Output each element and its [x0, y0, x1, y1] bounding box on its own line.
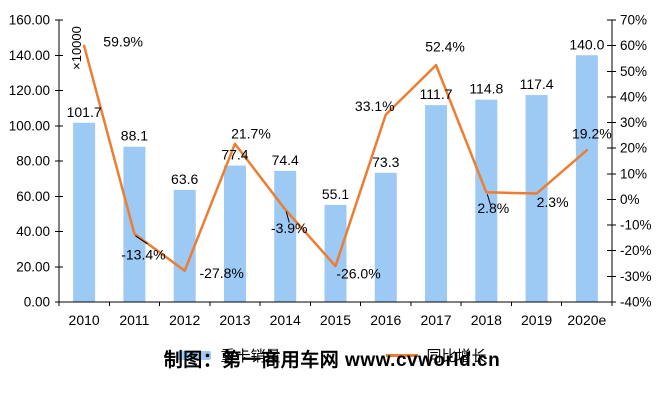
growth-line	[82, 44, 589, 272]
left-axis-tick-label: 0.00	[24, 295, 50, 310]
left-axis-tick-label: 20.00	[16, 259, 50, 274]
legend-label-sales: 重卡销量	[220, 348, 281, 365]
line-value-label: 21.7%	[231, 125, 271, 141]
x-axis-label: 2012	[169, 312, 200, 328]
bar-value-label: 117.4	[520, 76, 554, 92]
bar-2018	[475, 99, 498, 302]
right-axis-tick-label: 10%	[620, 166, 647, 181]
chart-legend: 重卡销量 同比增长	[0, 345, 664, 366]
right-axis-tick-label: 20%	[620, 141, 647, 156]
left-axis-tick-label: 80.00	[16, 154, 50, 169]
line-value-label: 19.2%	[572, 126, 612, 142]
line-value-label: 59.9%	[103, 33, 143, 49]
bar-value-label: 140.0	[569, 36, 604, 52]
bar-2015	[324, 204, 347, 302]
right-axis-tick-label: 30%	[620, 115, 647, 130]
bar-value-label: 101.7	[67, 104, 102, 120]
credit-line: 制图：第一商用车网 www.cvworld.cn	[163, 350, 501, 371]
bar-value-label: 73.3	[372, 154, 399, 170]
x-axis-label: 2017	[420, 312, 451, 328]
bar-2011	[123, 146, 146, 302]
bar-swatch-icon	[177, 351, 212, 360]
line-value-label: 33.1%	[355, 98, 395, 114]
bar-2014	[274, 170, 297, 302]
line-value-label: 2.8%	[477, 200, 509, 216]
left-axis-tick-label: 160.00	[9, 13, 50, 28]
x-axis-label: 2019	[521, 312, 552, 328]
left-axis-tick-label: 100.00	[9, 118, 50, 133]
bar-value-label: 55.1	[322, 186, 349, 202]
x-axis-label: 2011	[119, 312, 149, 328]
x-axis-label: 2014	[270, 312, 301, 328]
right-axis-tick-label: -20%	[620, 243, 652, 258]
legend-item-sales: 重卡销量	[177, 345, 281, 366]
left-axis-tick-label: 40.00	[16, 224, 50, 239]
chart-svg: 0.00 20.00 40.00 60.00 80.00 100.00 120.00 140.…	[9, 13, 652, 329]
legend-item-growth: 同比增长	[385, 345, 487, 366]
right-axis-tick-label: 70%	[620, 13, 647, 28]
line-swatch-icon	[385, 354, 418, 357]
bar-2020e	[575, 55, 598, 302]
right-axis-tick-label: 40%	[620, 89, 647, 104]
bar-2016	[374, 172, 397, 302]
bar-2010	[73, 122, 96, 302]
bar-value-label: 63.6	[171, 171, 198, 187]
x-axis-label: 2018	[471, 312, 502, 328]
right-axis-tick-label: 0%	[620, 192, 640, 207]
bar-2013	[223, 165, 246, 302]
x-axis-label: 2015	[320, 312, 351, 328]
left-axis-tick-label: 60.00	[16, 189, 50, 204]
bar-value-label: 77.4	[221, 147, 248, 163]
x-axis-label: 2016	[370, 312, 401, 328]
right-axis-tick-label: -40%	[620, 295, 652, 310]
bar-value-label: 111.7	[420, 86, 453, 102]
right-axis-tick-label: -30%	[620, 269, 652, 284]
left-axis-tick-label: 120.00	[9, 83, 50, 98]
x-axis-label: 2010	[69, 312, 100, 328]
line-value-label: -3.9%	[271, 220, 308, 236]
left-axis-tick-label: 140.00	[9, 48, 50, 63]
bar-value-label: 74.4	[272, 152, 299, 168]
x-axis-label: 2020e	[567, 312, 606, 328]
line-value-label: -26.0%	[336, 266, 380, 282]
line-value-label: -27.8%	[200, 265, 244, 281]
line-value-label: 2.3%	[537, 194, 569, 210]
right-axis-tick-label: 50%	[620, 64, 647, 79]
right-axis-tick-label: -10%	[620, 218, 652, 233]
right-axis-tick-label: 60%	[620, 38, 647, 53]
line-value-label: -13.4%	[121, 246, 165, 262]
legend-label-growth: 同比增长	[426, 348, 487, 365]
axis-unit-label: ×10000	[69, 26, 84, 70]
bar-value-label: 88.1	[121, 128, 148, 144]
bar-2019	[525, 95, 548, 303]
x-axis-label: 2013	[219, 312, 250, 328]
bar-2012	[173, 189, 196, 302]
bar-2017	[425, 105, 448, 302]
line-value-label: 52.4%	[425, 39, 465, 55]
bar-value-label: 114.8	[469, 81, 503, 97]
